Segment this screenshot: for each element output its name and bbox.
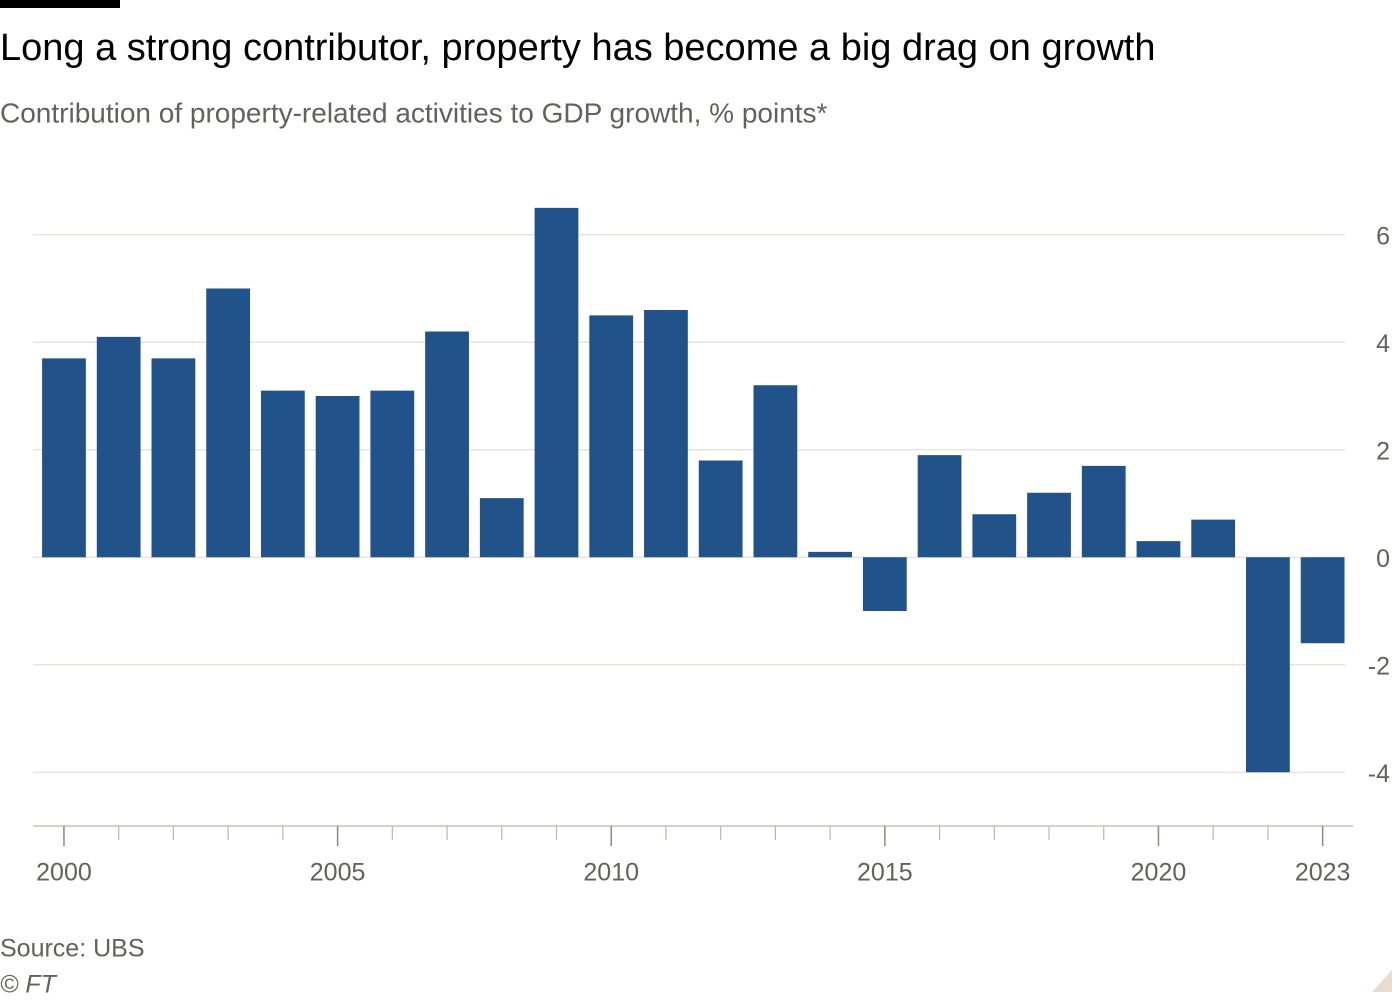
- bar: [370, 390, 415, 558]
- bar: [644, 310, 688, 558]
- bar: [1191, 519, 1236, 558]
- bar: [260, 390, 305, 558]
- x-tick-label: 2000: [36, 859, 92, 887]
- credit: © FT: [0, 971, 58, 999]
- bar: [862, 557, 907, 611]
- bar: [917, 455, 962, 558]
- y-tick-label: 2: [1376, 437, 1390, 465]
- x-tick-label: 2010: [583, 859, 639, 887]
- y-tick-label: 0: [1376, 545, 1390, 573]
- bar: [534, 207, 579, 558]
- bar: [1081, 465, 1126, 558]
- x-tick-label: 2005: [310, 859, 366, 887]
- bar: [808, 551, 853, 558]
- bar: [1027, 492, 1071, 558]
- corner-mark: [1372, 970, 1392, 992]
- bar: [1300, 557, 1345, 644]
- y-tick-label: 6: [1376, 222, 1390, 250]
- chart-title: Long a strong contributor, property has …: [0, 27, 1156, 69]
- x-tick-label: 2015: [857, 859, 913, 887]
- bar: [315, 396, 360, 558]
- bar: [42, 358, 86, 558]
- brand-bar: [0, 0, 120, 8]
- y-tick-label: -4: [1368, 760, 1390, 788]
- x-tick-label: 2023: [1295, 859, 1351, 887]
- bar: [753, 385, 798, 558]
- x-tick-label: 2020: [1131, 859, 1187, 887]
- bar: [206, 288, 251, 558]
- bar: [479, 498, 524, 558]
- bar: [1136, 541, 1181, 558]
- bar: [425, 331, 469, 558]
- bar: [589, 315, 634, 558]
- bar: [698, 460, 743, 558]
- source: Source: UBS: [0, 935, 145, 963]
- chart-subtitle: Contribution of property-related activit…: [0, 97, 828, 128]
- bar: [151, 358, 196, 558]
- bar: [972, 514, 1017, 558]
- y-tick-label: -2: [1368, 652, 1390, 680]
- y-tick-label: 4: [1376, 330, 1390, 358]
- bar: [1246, 557, 1290, 773]
- bar: [96, 336, 141, 558]
